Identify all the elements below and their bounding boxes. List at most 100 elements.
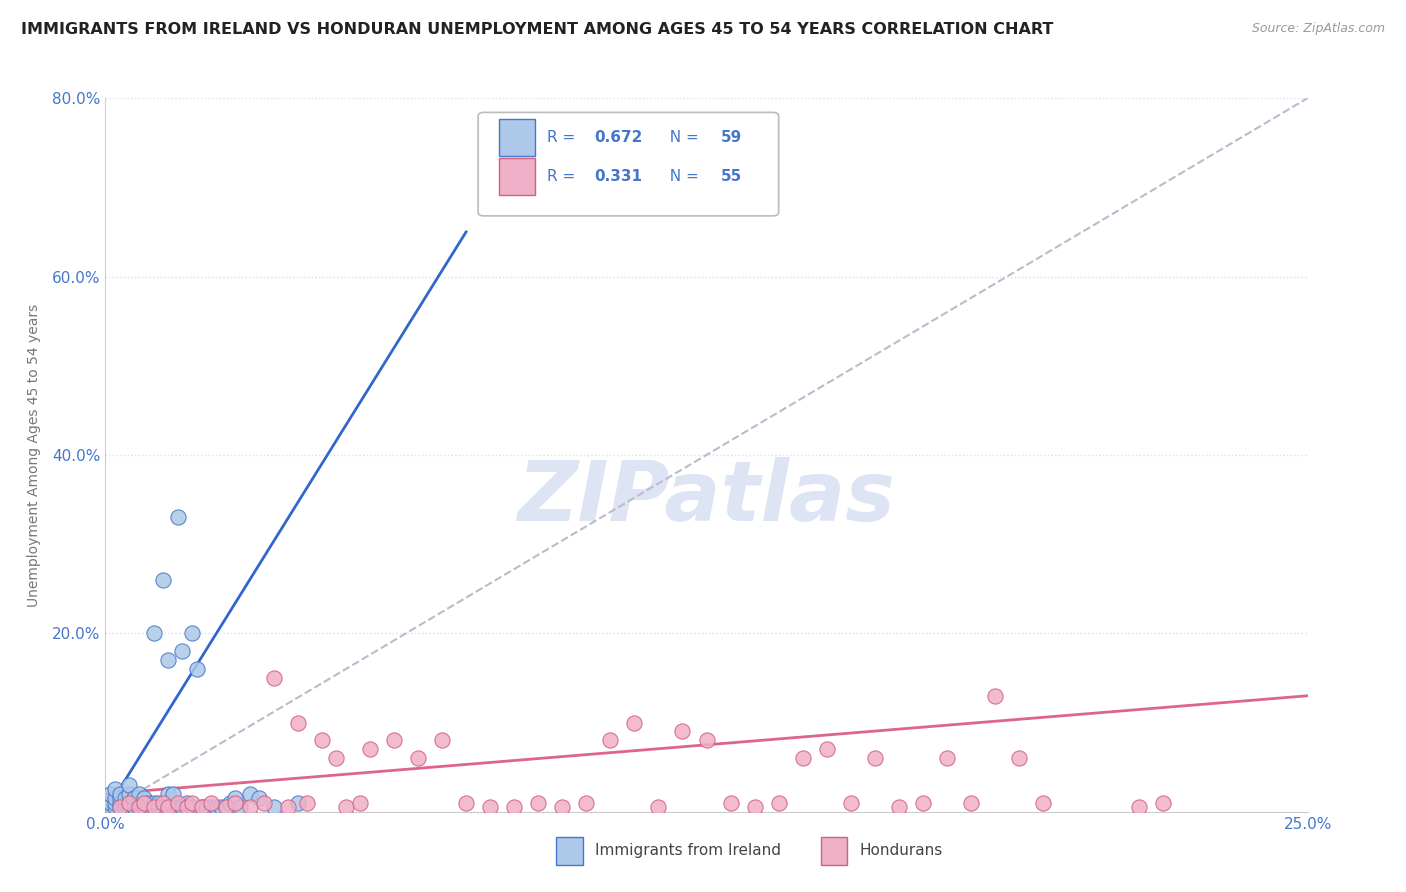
Text: 55: 55: [721, 169, 742, 184]
Point: [623, 715, 645, 730]
Point: [311, 733, 333, 747]
Point: [200, 796, 222, 810]
Point: [768, 796, 790, 810]
Point: [503, 800, 526, 814]
Point: [156, 653, 179, 667]
Point: [156, 800, 179, 814]
Point: [114, 791, 136, 805]
Point: [118, 787, 141, 801]
Point: [128, 796, 150, 810]
Text: 59: 59: [721, 130, 742, 145]
Point: [224, 796, 246, 810]
Point: [108, 791, 131, 805]
Point: [647, 800, 669, 814]
Point: [190, 800, 212, 814]
Text: Immigrants from Ireland: Immigrants from Ireland: [595, 844, 780, 858]
Bar: [499, 119, 534, 156]
Point: [148, 800, 170, 814]
Point: [152, 573, 174, 587]
Point: [108, 796, 131, 810]
Point: [132, 791, 155, 805]
Point: [936, 751, 959, 765]
Point: [696, 733, 718, 747]
Point: [156, 787, 179, 801]
Point: [114, 796, 136, 810]
Point: [297, 796, 319, 810]
Text: N =: N =: [659, 130, 703, 145]
Point: [162, 787, 184, 801]
Point: [479, 800, 502, 814]
Point: [214, 800, 236, 814]
Point: [1008, 751, 1031, 765]
Y-axis label: Unemployment Among Ages 45 to 54 years: Unemployment Among Ages 45 to 54 years: [27, 303, 41, 607]
Point: [124, 800, 146, 814]
Point: [128, 800, 150, 814]
Text: 0.331: 0.331: [595, 169, 643, 184]
Point: [349, 796, 371, 810]
Point: [792, 751, 814, 765]
Point: [720, 796, 742, 810]
Point: [815, 742, 838, 756]
Point: [527, 796, 550, 810]
Point: [142, 626, 165, 640]
Point: [142, 800, 165, 814]
Point: [118, 800, 141, 814]
Point: [98, 787, 121, 801]
Point: [172, 800, 194, 814]
Point: [863, 751, 886, 765]
Text: Source: ZipAtlas.com: Source: ZipAtlas.com: [1251, 22, 1385, 36]
Point: [599, 733, 621, 747]
Point: [984, 689, 1007, 703]
Point: [744, 800, 766, 814]
Point: [166, 796, 188, 810]
Point: [224, 791, 246, 805]
Text: IMMIGRANTS FROM IRELAND VS HONDURAN UNEMPLOYMENT AMONG AGES 45 TO 54 YEARS CORRE: IMMIGRANTS FROM IRELAND VS HONDURAN UNEM…: [21, 22, 1053, 37]
Point: [152, 796, 174, 810]
Point: [152, 800, 174, 814]
Point: [247, 791, 270, 805]
Point: [181, 796, 204, 810]
Point: [124, 791, 146, 805]
Point: [575, 796, 598, 810]
Point: [406, 751, 429, 765]
Point: [104, 782, 127, 797]
Point: [132, 800, 155, 814]
Point: [551, 800, 574, 814]
Point: [1152, 796, 1174, 810]
Point: [219, 796, 242, 810]
Text: Hondurans: Hondurans: [859, 844, 942, 858]
Point: [118, 796, 141, 810]
Text: N =: N =: [659, 169, 703, 184]
Point: [229, 800, 252, 814]
Point: [287, 715, 309, 730]
Point: [104, 800, 127, 814]
Point: [335, 800, 357, 814]
Point: [887, 800, 910, 814]
Point: [186, 662, 208, 676]
Point: [1032, 796, 1054, 810]
Point: [176, 796, 198, 810]
Point: [263, 671, 285, 685]
Point: [98, 800, 121, 814]
Point: [172, 644, 194, 658]
Point: [118, 778, 141, 792]
Point: [277, 800, 299, 814]
Point: [114, 800, 136, 814]
Point: [166, 510, 188, 524]
Point: [176, 800, 198, 814]
Text: R =: R =: [547, 130, 579, 145]
Text: 0.672: 0.672: [595, 130, 643, 145]
Point: [181, 800, 204, 814]
Point: [128, 800, 150, 814]
Text: R =: R =: [547, 169, 579, 184]
Bar: [557, 837, 582, 865]
Point: [960, 796, 983, 810]
Point: [239, 787, 262, 801]
Point: [253, 796, 276, 810]
Bar: [499, 158, 534, 195]
Point: [839, 796, 862, 810]
Point: [190, 800, 212, 814]
Point: [1128, 800, 1150, 814]
Point: [142, 800, 165, 814]
Point: [148, 796, 170, 810]
